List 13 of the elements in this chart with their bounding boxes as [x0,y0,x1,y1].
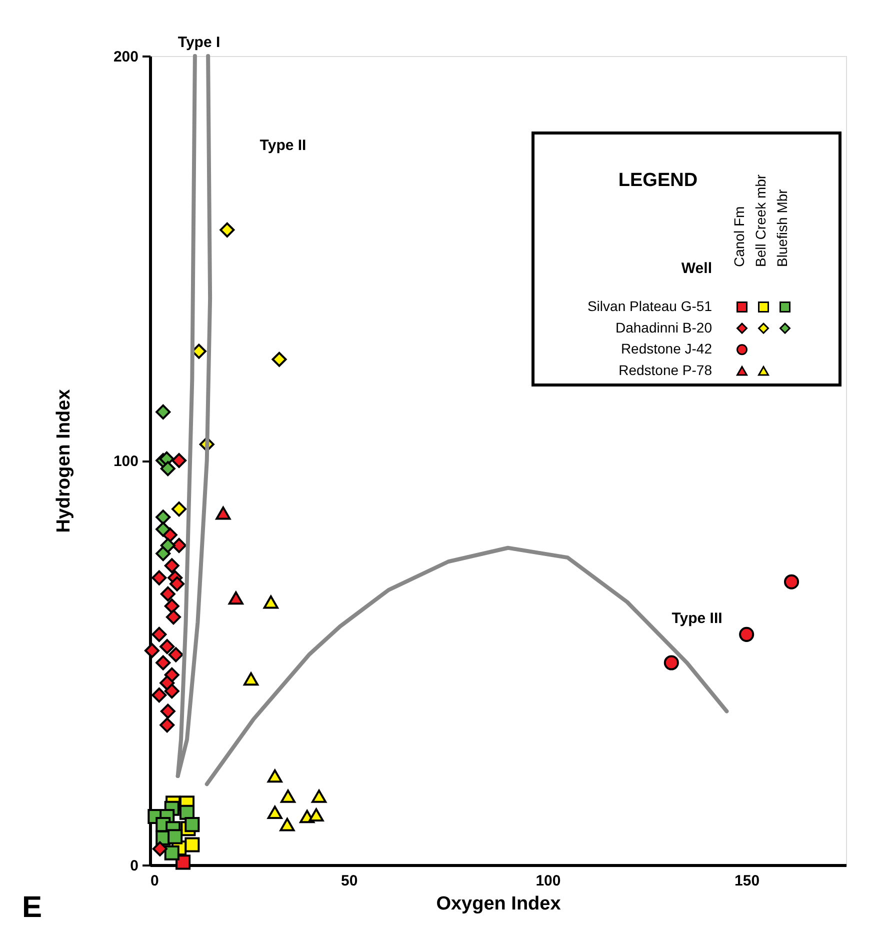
annotation: Type III [672,610,722,627]
text: Type I [178,34,220,51]
x-tick-label: 50 [341,872,358,890]
y-tick-label: 0 [130,858,138,874]
y-tick-label: 100 [113,453,138,470]
annotation: Type II [260,137,306,154]
text: E [22,891,42,924]
y-axis-title: Hydrogen Index [53,388,74,533]
y-tick-label: 200 [113,48,138,66]
x-tick-label: 150 [734,872,760,890]
x-tick-label: 100 [536,872,561,890]
x-tick-label: 0 [150,872,159,890]
x-axis-title: Oxygen Index [436,894,562,914]
